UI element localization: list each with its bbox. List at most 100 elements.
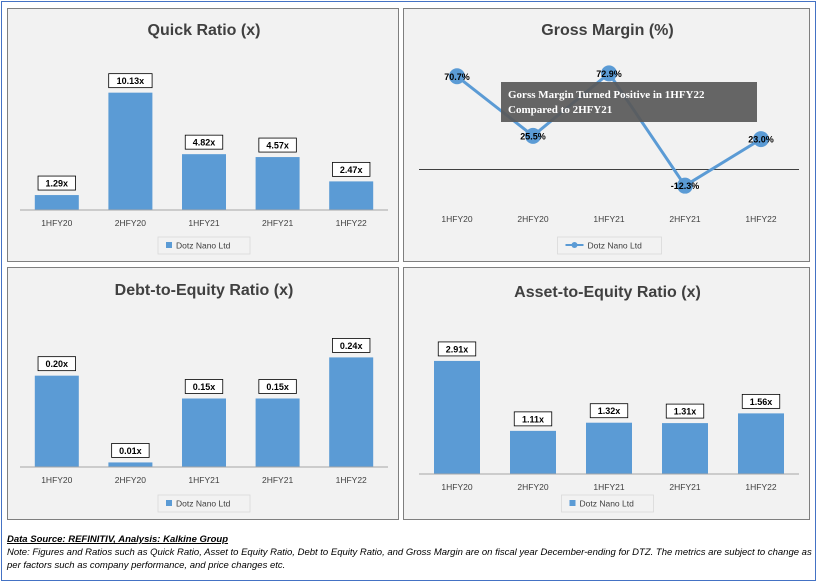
bar-2hfy20 — [510, 430, 556, 474]
x-tick-label: 1HFY20 — [441, 482, 472, 492]
data-source-note: Data Source: REFINITIV, Analysis: Kalkin… — [7, 534, 229, 545]
data-label-1hfy22: 1.56x — [750, 397, 773, 407]
legend-label: Dotz Nano Ltd — [580, 499, 635, 509]
data-label-1hfy20: 1.29x — [46, 179, 69, 189]
legend: Dotz Nano Ltd — [157, 494, 251, 513]
footnote: Note: Figures and Ratios such as Quick R… — [7, 547, 812, 571]
data-label-1hfy21-box — [589, 403, 629, 419]
data-label-1hfy20-group: 2.91x — [437, 341, 477, 357]
data-label-1hfy20-group: 1.29x — [37, 175, 76, 191]
data-label-2hfy21-group: 1.31x — [665, 403, 705, 419]
point-1hfy20 — [449, 68, 465, 85]
point-2hfy20 — [525, 127, 541, 144]
data-label-2hfy21-box — [258, 137, 297, 153]
x-tick-label: 1HFY22 — [336, 218, 367, 228]
data-label-2hfy21-group: 4.57x — [258, 137, 297, 153]
bar-2hfy20 — [108, 92, 153, 210]
legend-label: Dotz Nano Ltd — [588, 241, 643, 251]
asset-to-equity-chart: Asset-to-Equity Ratio (x) 2.91x 1HFY20 1.11… — [403, 267, 810, 520]
annotation-text: Gorss Margin Turned Positive in 1HFY22 Co… — [508, 89, 705, 116]
annotation-line-1: Gorss Margin Turned Positive in 1HFY22 — [508, 89, 705, 101]
data-label-1hfy22-box — [741, 393, 781, 409]
bar-1hfy21 — [182, 398, 226, 467]
bar-1hfy20 — [434, 360, 480, 474]
data-label-2hfy20-group: 1.11x — [513, 411, 553, 427]
data-label-1hfy22: 2.47x — [340, 165, 363, 175]
annotation-line-2: Compared to 2HFY21 — [508, 104, 612, 116]
x-tick-label: 2HFY20 — [517, 482, 548, 492]
data-label-1hfy22-group: 0.24x — [332, 338, 371, 353]
gross-margin-chart: Gross Margin (%) 70.7% 1HFY20 25.5% 2HFY20 72… — [403, 8, 810, 262]
data-label-1hfy20-box — [437, 341, 477, 357]
asset-to-equity-svg: Asset-to-Equity Ratio (x) 2.91x 1HFY20 1.11… — [419, 284, 799, 513]
data-label-1hfy22-group: 2.47x — [332, 161, 371, 177]
bar-1hfy22 — [738, 413, 784, 474]
data-label-1hfy22-box — [332, 161, 371, 177]
data-label-2hfy20-box — [513, 411, 553, 427]
x-tick-label: 1HFY20 — [41, 218, 72, 228]
data-label-1hfy20-group: 0.20x — [37, 356, 76, 372]
legend-swatch — [569, 500, 576, 506]
x-tick-label: 2HFY21 — [669, 482, 700, 492]
bar-1hfy22 — [329, 181, 374, 210]
bar-1hfy21 — [182, 154, 226, 210]
debt-to-equity-chart: Debt-to-Equity Ratio (x) 0.20x 1HFY20 0.01x… — [7, 267, 399, 520]
x-tick-label: 1HFY21 — [188, 218, 219, 228]
x-tick-label: 2HFY21 — [262, 475, 293, 485]
data-label-1hfy20: 2.91x — [446, 344, 469, 354]
data-label-2hfy20: 10.13x — [117, 76, 145, 86]
point-1hfy21 — [601, 65, 617, 82]
data-label-2hfy20-group: 0.01x — [111, 443, 150, 458]
data-label-2hfy20-box — [111, 443, 150, 458]
data-label-2hfy21-group: 0.15x — [258, 379, 297, 394]
chart-title: Quick Ratio (x) — [148, 22, 261, 39]
data-label-1hfy22-group: 1.56x — [741, 393, 781, 409]
data-label-2hfy20: 0.01x — [119, 446, 142, 456]
data-label-2hfy21-box — [258, 379, 297, 394]
data-label-2hfy20: 25.5% — [520, 131, 546, 141]
bar-1hfy20 — [34, 375, 79, 467]
data-label-1hfy21-box — [184, 134, 224, 150]
data-label-2hfy21: -12.3% — [671, 181, 700, 191]
legend-marker — [571, 242, 578, 248]
bar-1hfy22 — [329, 357, 374, 467]
data-label-2hfy20-group: 10.13x — [108, 73, 153, 89]
legend-swatch — [166, 500, 172, 506]
data-label-1hfy20-box — [37, 175, 76, 191]
point-2hfy21 — [677, 177, 693, 194]
x-tick-label: 1HFY20 — [41, 475, 72, 485]
bar-2hfy21 — [662, 423, 708, 474]
x-tick-label: 1HFY21 — [593, 482, 624, 492]
data-label-1hfy20: 70.7% — [444, 72, 470, 82]
data-label-2hfy21-box — [665, 403, 705, 419]
legend-label: Dotz Nano Ltd — [176, 241, 231, 251]
x-tick-label: 2HFY20 — [115, 218, 146, 228]
quick-ratio-svg: Quick Ratio (x) 1.29x 1HFY20 10.13x 2HFY20 4.… — [20, 22, 388, 255]
data-label-1hfy21-group: 4.82x — [184, 134, 224, 150]
bar-2hfy21 — [255, 157, 300, 210]
chart-title: Gross Margin (%) — [541, 22, 673, 39]
debt-to-equity-svg: Debt-to-Equity Ratio (x) 0.20x 1HFY20 0.01x… — [20, 282, 388, 513]
data-label-1hfy20: 0.20x — [46, 359, 69, 369]
legend-box — [157, 236, 251, 255]
legend: Dotz Nano Ltd — [561, 494, 654, 513]
bar-2hfy21 — [255, 398, 300, 467]
point-1hfy22 — [753, 131, 769, 148]
data-label-1hfy21: 4.82x — [193, 138, 216, 148]
x-tick-label: 1HFY20 — [441, 214, 472, 224]
data-label-2hfy21: 4.57x — [266, 141, 289, 151]
x-tick-label: 2HFY20 — [517, 214, 548, 224]
data-label-2hfy21: 0.15x — [266, 382, 289, 392]
data-label-1hfy21: 72.9% — [596, 69, 622, 79]
legend-box — [557, 236, 662, 255]
chart-title: Asset-to-Equity Ratio (x) — [514, 284, 701, 301]
x-tick-label: 1HFY22 — [336, 475, 367, 485]
legend-box — [561, 494, 654, 513]
data-label-1hfy20-box — [37, 356, 76, 372]
legend: Dotz Nano Ltd — [557, 236, 662, 255]
bar-1hfy20 — [34, 195, 79, 210]
data-label-1hfy21-group: 0.15x — [184, 379, 224, 394]
data-label-2hfy20: 1.11x — [522, 414, 544, 424]
data-label-1hfy21: 1.32x — [598, 406, 621, 416]
x-tick-label: 1HFY21 — [188, 475, 219, 485]
